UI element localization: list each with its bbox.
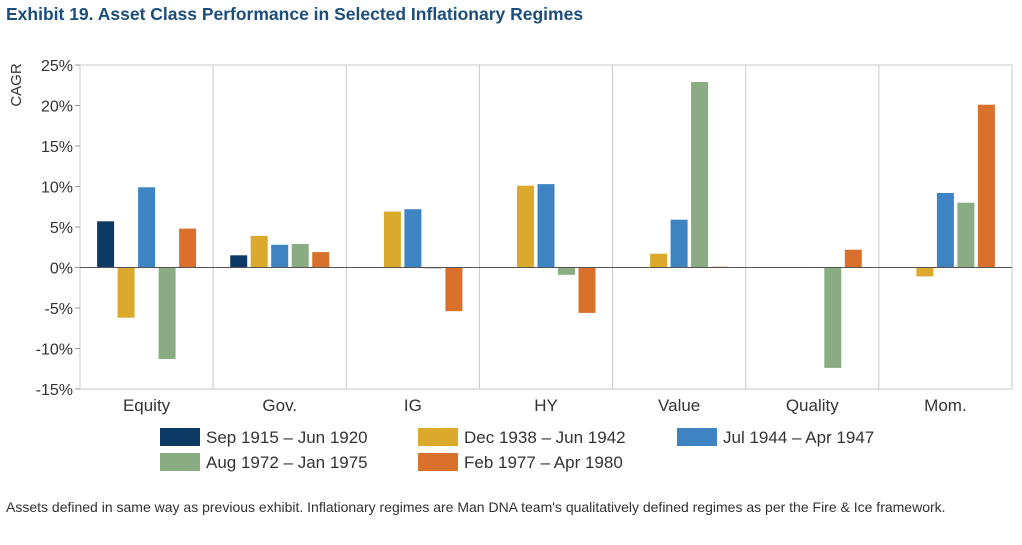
- legend-swatch: [418, 453, 458, 471]
- bar-chart: -15% -10% -5% 0% 5% 10% 15% 20% 25% CAGR Equity Gov…: [8, 58, 1013, 472]
- bar-quality-series-5: [844, 249, 862, 268]
- bar-value-series-2: [650, 253, 668, 268]
- legend-swatch: [160, 453, 200, 471]
- bar-hy-series-4: [558, 267, 575, 275]
- bar-mom-series-2: [916, 267, 934, 277]
- bar-gov-series-4: [291, 244, 309, 268]
- bar-value-series-3: [670, 219, 688, 268]
- y-tick-label: 0%: [50, 261, 73, 278]
- x-tick-label: Gov.: [262, 396, 297, 415]
- chart-title: Exhibit 19. Asset Class Performance in S…: [6, 4, 584, 24]
- legend-label: Jul 1944 – Apr 1947: [723, 428, 874, 447]
- bar-ig-series-2: [383, 211, 401, 268]
- bar-equity-series-2: [117, 267, 135, 318]
- bar-equity-series-1: [97, 221, 115, 268]
- y-tick-label: -10%: [36, 342, 73, 359]
- bar-ig-series-3: [404, 209, 422, 268]
- bar-hy-series-5: [578, 267, 596, 313]
- y-tick-label: -5%: [45, 301, 73, 318]
- legend-swatch: [418, 428, 458, 446]
- y-tick-label: 20%: [41, 99, 73, 116]
- y-axis-label: CAGR: [8, 63, 25, 107]
- bar-equity-series-4: [158, 267, 176, 359]
- bar-mom-series-4: [957, 202, 975, 268]
- legend-swatch: [160, 428, 200, 446]
- x-tick-label: Mom.: [924, 396, 967, 415]
- bar-mom-series-5: [977, 104, 995, 268]
- y-tick-label: 10%: [41, 180, 73, 197]
- y-tick-label: 5%: [50, 220, 73, 237]
- y-tick-label: 25%: [41, 58, 73, 75]
- y-tick-label: 15%: [41, 139, 73, 156]
- bar-equity-series-3: [138, 187, 156, 268]
- x-tick-label: HY: [534, 396, 558, 415]
- bar-value-series-4: [691, 82, 709, 268]
- bar-gov-series-5: [312, 252, 330, 268]
- legend-label: Aug 1972 – Jan 1975: [206, 453, 368, 472]
- bar-mom-series-3: [936, 193, 954, 268]
- legend-label: Dec 1938 – Jun 1942: [464, 428, 626, 447]
- bar-gov-series-3: [271, 244, 289, 268]
- bar-hy-series-3: [537, 184, 555, 268]
- legend-label: Feb 1977 – Apr 1980: [464, 453, 623, 472]
- bar-gov-series-1: [230, 255, 248, 268]
- x-tick-label: Equity: [123, 396, 171, 415]
- y-tick-label: -15%: [36, 382, 73, 399]
- bar-gov-series-2: [250, 235, 268, 268]
- footnote: Assets defined in same way as previous e…: [6, 499, 946, 515]
- x-tick-label: Quality: [786, 396, 839, 415]
- x-tick-label: IG: [404, 396, 422, 415]
- legend-label: Sep 1915 – Jun 1920: [206, 428, 368, 447]
- bar-hy-series-2: [517, 185, 534, 268]
- x-tick-label: Value: [658, 396, 700, 415]
- bar-quality-series-4: [824, 267, 842, 368]
- legend-swatch: [677, 428, 717, 446]
- bar-ig-series-5: [445, 267, 463, 312]
- bar-equity-series-5: [179, 228, 197, 268]
